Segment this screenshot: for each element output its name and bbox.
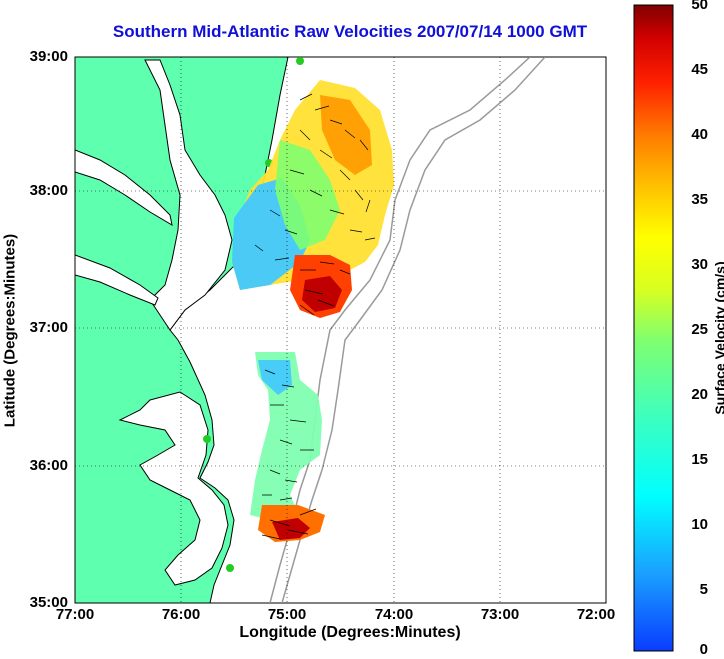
colorbar-tick-label: 45	[691, 61, 708, 78]
velocity-field-south-cool	[258, 360, 292, 395]
colorbar-tick-label: 0	[699, 641, 708, 658]
y-axis-label: Latitude (Degrees:Minutes)	[1, 233, 19, 428]
colorbar-label: Surface Velocity (cm/s)	[712, 261, 724, 415]
x-tick-label: 76:00	[161, 606, 201, 623]
grid	[75, 57, 606, 603]
colorbar-tick-label: 20	[691, 386, 708, 403]
y-tick-label: 36:00	[29, 457, 68, 474]
colorbar-tick-label: 50	[691, 0, 708, 13]
potomac-river	[75, 149, 173, 227]
velocity-vectors	[254, 93, 376, 540]
colorbar-tick-label: 40	[691, 126, 708, 143]
x-tick-label: 77:00	[55, 606, 95, 623]
colorbar-tick-label: 15	[691, 451, 708, 468]
station-marker	[226, 564, 234, 572]
colorbar-tick-label: 5	[699, 581, 708, 598]
y-tick-label: 37:00	[29, 319, 68, 336]
map-title: Southern Mid-Atlantic Raw Velocities 200…	[112, 22, 588, 41]
colorbar-tick-label: 35	[691, 191, 708, 208]
x-tick-label: 73:00	[480, 606, 520, 623]
station-marker	[203, 435, 211, 443]
colorbar-tick-label: 10	[691, 516, 708, 533]
y-tick-label: 38:00	[29, 182, 68, 199]
pamlico-sound	[118, 391, 229, 586]
velocity-field-north-hot	[320, 95, 372, 175]
x-tick-label: 75:00	[267, 606, 307, 623]
velocity-field-south	[250, 352, 322, 520]
y-tick-label: 35:00	[29, 594, 68, 611]
colorbar-tick-label: 25	[691, 321, 708, 338]
x-tick-label: 74:00	[374, 606, 414, 623]
york-james-rivers	[75, 254, 159, 306]
chesapeake-bay	[144, 59, 233, 331]
x-axis-label: Longitude (Degrees:Minutes)	[239, 624, 461, 641]
x-tick-label: 72:00	[576, 606, 616, 623]
colorbar-tick-label: 30	[691, 256, 708, 273]
colorbar	[633, 4, 674, 652]
bathymetry-contour	[269, 57, 531, 603]
velocity-field-north-mid	[275, 140, 340, 250]
station-marker	[296, 57, 304, 65]
y-tick-label: 39:00	[29, 48, 68, 65]
